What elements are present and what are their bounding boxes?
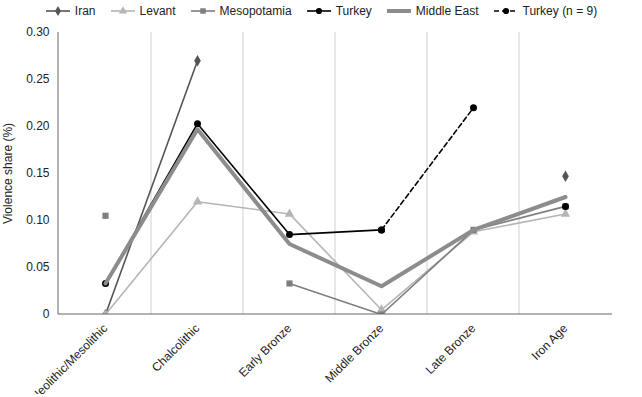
svg-text:0.25: 0.25 bbox=[26, 72, 50, 86]
svg-text:Chalcolithic: Chalcolithic bbox=[149, 321, 202, 374]
html-text:Turkey (n = 9): Turkey (n = 9) bbox=[522, 4, 598, 18]
svg-text:Iron Age: Iron Age bbox=[529, 321, 571, 363]
svg-text:0: 0 bbox=[43, 307, 50, 321]
svg-text:Neolithic/Mesolithic: Neolithic/Mesolithic bbox=[28, 321, 111, 394]
html-text:Turkey: Turkey bbox=[335, 4, 372, 18]
svg-text:0.20: 0.20 bbox=[26, 119, 50, 133]
html-text:Middle East: Middle East bbox=[415, 4, 479, 18]
svg-text:Late Bronze: Late Bronze bbox=[423, 321, 479, 377]
svg-text:Violence share (%): Violence share (%) bbox=[1, 123, 15, 224]
svg-text:0.30: 0.30 bbox=[26, 25, 50, 39]
svg-text:0.05: 0.05 bbox=[26, 260, 50, 274]
html-text:Levant: Levant bbox=[139, 4, 176, 18]
svg-text:Middle Bronze: Middle Bronze bbox=[322, 321, 386, 385]
html-text:Iran: Iran bbox=[74, 4, 96, 18]
svg-text:Early Bronze: Early Bronze bbox=[236, 321, 295, 380]
svg-text:0.10: 0.10 bbox=[26, 213, 50, 227]
svg-text:0.15: 0.15 bbox=[26, 166, 50, 180]
html-text:Mesopotamia: Mesopotamia bbox=[219, 4, 292, 18]
